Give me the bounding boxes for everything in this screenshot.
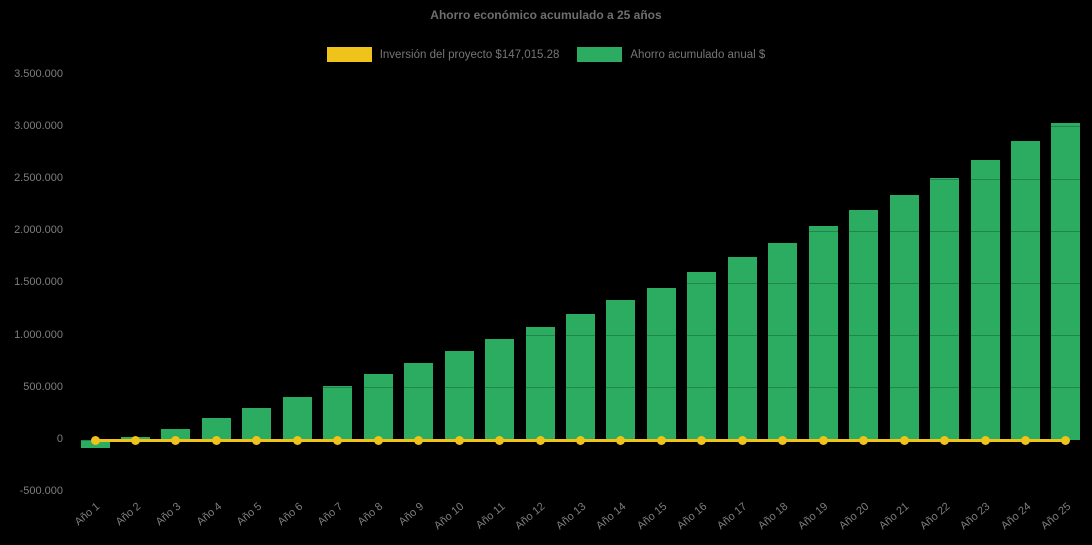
x-tick-label: Año 14: [594, 500, 629, 533]
bar-año-7[interactable]: [323, 385, 353, 440]
investment-line-marker[interactable]: [616, 435, 626, 445]
x-tick-label: Año 22: [917, 500, 953, 533]
investment-line-marker[interactable]: [211, 435, 221, 445]
bar-año-4[interactable]: [201, 418, 231, 440]
bar-año-14[interactable]: [606, 300, 636, 440]
x-tick-label: Año 6: [275, 500, 305, 529]
legend-swatch-savings-icon: [577, 47, 623, 62]
x-tick-label: Año 7: [315, 500, 346, 529]
x-tick-label: Año 25: [1039, 500, 1074, 533]
bar-año-18[interactable]: [768, 242, 798, 440]
investment-line-marker[interactable]: [697, 435, 707, 445]
legend-item-investment[interactable]: Inversión del proyecto $147,015.28: [326, 47, 560, 62]
bar-año-25[interactable]: [1051, 122, 1081, 440]
y-tick-label: 1.500.000: [14, 276, 63, 289]
x-tick-label: Año 18: [755, 500, 791, 533]
bar-año-22[interactable]: [930, 177, 960, 440]
x-tick-label: Año 20: [836, 500, 872, 533]
bar-año-9[interactable]: [404, 362, 434, 440]
bar-año-10[interactable]: [444, 351, 474, 440]
chart-title: Ahorro económico acumulado a 25 años: [430, 8, 662, 22]
investment-line-marker[interactable]: [940, 435, 950, 445]
x-tick-label: Año 24: [998, 500, 1034, 533]
bar-año-3[interactable]: [161, 428, 191, 440]
x-tick-label: Año 8: [356, 500, 386, 529]
x-tick-label: Año 15: [634, 500, 669, 533]
bar-año-17[interactable]: [727, 257, 757, 440]
gridline: [75, 74, 1085, 76]
x-tick-label: Año 9: [396, 500, 427, 529]
gridline: [75, 335, 1085, 337]
x-tick-label: Año 11: [473, 500, 508, 532]
bar-año-12[interactable]: [525, 327, 555, 440]
legend-item-savings[interactable]: Ahorro acumulado anual $: [577, 47, 765, 62]
bar-año-23[interactable]: [970, 160, 1000, 440]
bar-año-24[interactable]: [1011, 141, 1041, 440]
bar-año-20[interactable]: [849, 210, 879, 440]
investment-line-marker[interactable]: [252, 435, 262, 445]
bar-año-5[interactable]: [242, 407, 272, 440]
legend-label-savings: Ahorro acumulado anual $: [630, 48, 766, 61]
x-tick-label: Año 4: [194, 500, 224, 529]
x-tick-label: Año 1: [72, 500, 103, 529]
gridline: [75, 178, 1085, 180]
investment-line-marker[interactable]: [778, 435, 788, 445]
y-tick-label: 3.000.000: [14, 119, 63, 132]
bar-año-6[interactable]: [282, 397, 312, 440]
bar-año-16[interactable]: [687, 271, 717, 440]
investment-line-marker[interactable]: [373, 435, 383, 445]
y-tick-label: -500.000: [19, 485, 63, 498]
investment-line-marker[interactable]: [737, 435, 747, 445]
x-tick-label: Año 21: [877, 500, 912, 533]
investment-line-marker[interactable]: [171, 435, 181, 445]
gridline: [75, 387, 1085, 389]
x-tick-label: Año 3: [153, 500, 184, 529]
investment-line-marker[interactable]: [1061, 435, 1071, 445]
x-tick-label: Año 13: [553, 500, 589, 533]
y-tick-label: 2.000.000: [14, 224, 63, 237]
legend-swatch-investment-icon: [326, 47, 372, 62]
x-tick-label: Año 17: [715, 500, 750, 533]
gridline: [75, 126, 1085, 128]
x-tick-label: Año 10: [432, 500, 467, 533]
gridline: [75, 282, 1085, 284]
y-tick-label: 3.500.000: [14, 67, 63, 80]
investment-line-marker[interactable]: [333, 435, 343, 445]
investment-line-marker[interactable]: [495, 435, 505, 445]
investment-line-marker[interactable]: [859, 435, 869, 445]
x-tick-label: Año 2: [113, 500, 144, 529]
investment-line-marker[interactable]: [535, 435, 545, 445]
investment-line-marker[interactable]: [980, 435, 990, 445]
investment-line-marker[interactable]: [818, 435, 828, 445]
x-tick-label: Año 16: [674, 500, 710, 533]
bar-año-13[interactable]: [565, 313, 595, 440]
x-tick-label: Año 23: [958, 500, 993, 533]
bar-año-19[interactable]: [808, 225, 838, 440]
bar-año-11[interactable]: [485, 338, 515, 440]
investment-line-marker[interactable]: [130, 435, 140, 445]
gridline: [75, 230, 1085, 232]
chart-legend: Inversión del proyecto $147,015.28 Ahorr…: [0, 47, 1092, 62]
y-tick-label: 2.500.000: [14, 172, 63, 184]
investment-line-marker[interactable]: [90, 435, 100, 445]
y-tick-label: 1.000.000: [14, 328, 63, 341]
gridline: [75, 491, 1085, 493]
x-tick-label: Año 19: [796, 500, 831, 533]
bar-año-8[interactable]: [363, 374, 393, 440]
bar-año-15[interactable]: [646, 287, 676, 440]
y-tick-label: 500.000: [23, 380, 63, 393]
investment-line-marker[interactable]: [1021, 435, 1031, 445]
investment-line-marker[interactable]: [899, 435, 909, 445]
investment-line-marker[interactable]: [414, 435, 424, 445]
investment-line-marker[interactable]: [292, 435, 302, 445]
legend-label-investment: Inversión del proyecto $147,015.28: [379, 48, 560, 61]
investment-line-marker[interactable]: [454, 435, 464, 445]
investment-line-marker[interactable]: [575, 435, 585, 445]
x-tick-label: Año 5: [234, 500, 265, 529]
investment-line-marker[interactable]: [656, 435, 666, 445]
bar-año-21[interactable]: [889, 194, 919, 440]
y-tick-label: 0: [56, 433, 63, 445]
x-tick-label: Año 12: [513, 500, 548, 533]
